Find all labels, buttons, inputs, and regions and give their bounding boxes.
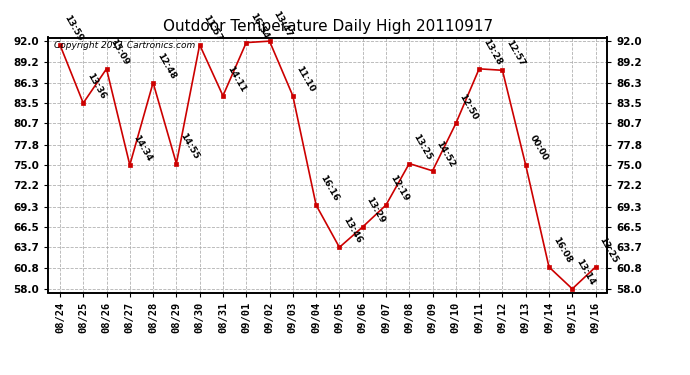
- Text: 13:46: 13:46: [342, 216, 364, 245]
- Text: 13:25: 13:25: [598, 236, 620, 265]
- Text: 13:28: 13:28: [481, 38, 503, 67]
- Text: 14:11: 14:11: [225, 64, 247, 94]
- Text: 16:08: 16:08: [551, 236, 573, 265]
- Text: 13:14: 13:14: [574, 257, 596, 286]
- Text: 12:48: 12:48: [155, 51, 177, 81]
- Title: Outdoor Temperature Daily High 20110917: Outdoor Temperature Daily High 20110917: [163, 18, 493, 33]
- Text: 16:54: 16:54: [248, 11, 270, 40]
- Text: 13:25: 13:25: [411, 132, 433, 161]
- Text: 12:57: 12:57: [504, 39, 526, 68]
- Text: 13:36: 13:36: [85, 72, 107, 101]
- Text: 13:47: 13:47: [271, 9, 294, 39]
- Text: 14:55: 14:55: [178, 132, 200, 161]
- Text: 12:50: 12:50: [457, 92, 480, 121]
- Text: 13:59: 13:59: [62, 13, 84, 43]
- Text: 00:00: 00:00: [528, 134, 549, 163]
- Text: 15:09: 15:09: [108, 38, 130, 67]
- Text: 14:52: 14:52: [435, 139, 457, 169]
- Text: 13:29: 13:29: [364, 195, 386, 225]
- Text: 11:10: 11:10: [295, 64, 317, 94]
- Text: Copyright 2011 Cartronics.com: Copyright 2011 Cartronics.com: [54, 41, 195, 50]
- Text: 12:19: 12:19: [388, 174, 410, 203]
- Text: 16:16: 16:16: [318, 174, 340, 203]
- Text: 14:34: 14:34: [132, 133, 154, 163]
- Text: 11:57: 11:57: [201, 13, 224, 43]
